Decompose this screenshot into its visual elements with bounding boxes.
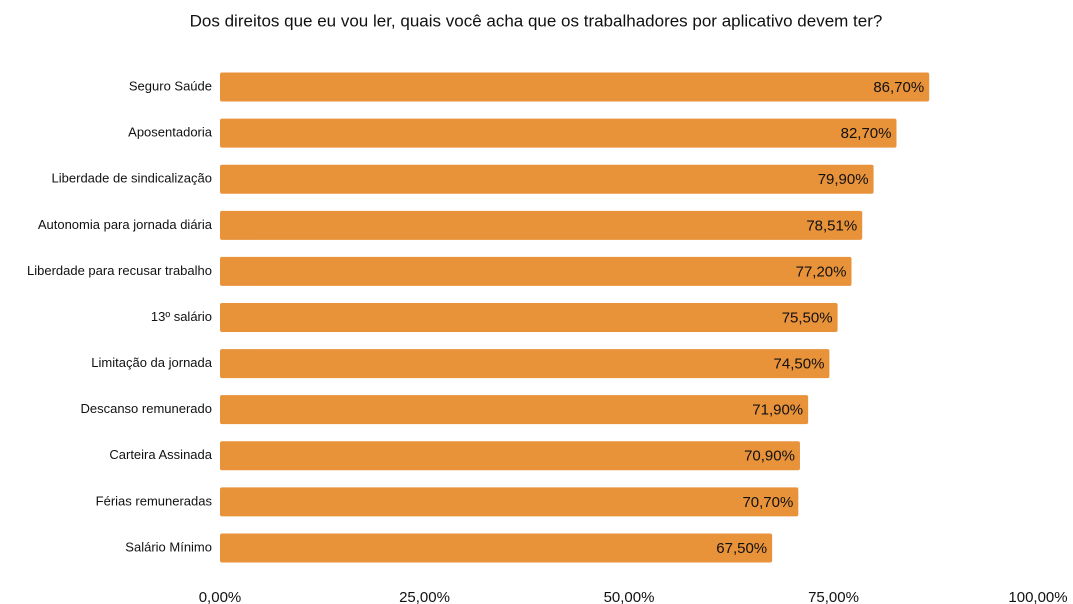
y-tick-label: Limitação da jornada — [91, 355, 212, 370]
bar — [220, 395, 809, 425]
x-tick-label: 50,00% — [604, 589, 655, 604]
y-tick-label: 13º salário — [151, 309, 212, 324]
value-label: 74,50% — [774, 356, 825, 373]
y-tick-label: Liberdade de sindicalização — [52, 171, 212, 186]
value-label: 70,90% — [744, 448, 795, 465]
bar — [220, 533, 773, 563]
y-tick-label: Seguro Saúde — [129, 78, 212, 93]
y-tick-label: Autonomia para jornada diária — [38, 217, 213, 232]
value-label: 78,51% — [806, 217, 857, 234]
bar — [220, 441, 800, 471]
bar — [220, 487, 799, 517]
x-tick-label: 75,00% — [808, 589, 859, 604]
bar — [220, 72, 930, 102]
value-label: 67,50% — [716, 540, 767, 557]
bar — [220, 210, 863, 240]
value-label: 75,50% — [782, 309, 833, 326]
y-tick-label: Férias remuneradas — [96, 493, 213, 508]
value-label: 77,20% — [796, 263, 847, 280]
bar — [220, 118, 897, 148]
x-tick-label: 100,00% — [1008, 589, 1067, 604]
bar — [220, 256, 852, 286]
y-tick-label: Aposentadoria — [128, 125, 213, 140]
bar — [220, 164, 874, 194]
x-tick-label: 0,00% — [199, 589, 242, 604]
bar — [220, 303, 838, 332]
bar — [220, 349, 830, 379]
y-tick-label: Salário Mínimo — [125, 539, 212, 554]
x-tick-label: 25,00% — [399, 589, 450, 604]
value-label: 70,70% — [742, 494, 793, 511]
y-tick-label: Liberdade para recusar trabalho — [27, 263, 212, 278]
y-tick-label: Carteira Assinada — [109, 447, 212, 462]
y-tick-label: Descanso remunerado — [80, 401, 212, 416]
chart-title: Dos direitos que eu vou ler, quais você … — [190, 11, 883, 30]
value-label: 71,90% — [752, 402, 803, 419]
value-label: 82,70% — [841, 125, 892, 142]
value-label: 86,70% — [873, 79, 924, 96]
value-label: 79,90% — [818, 171, 869, 188]
